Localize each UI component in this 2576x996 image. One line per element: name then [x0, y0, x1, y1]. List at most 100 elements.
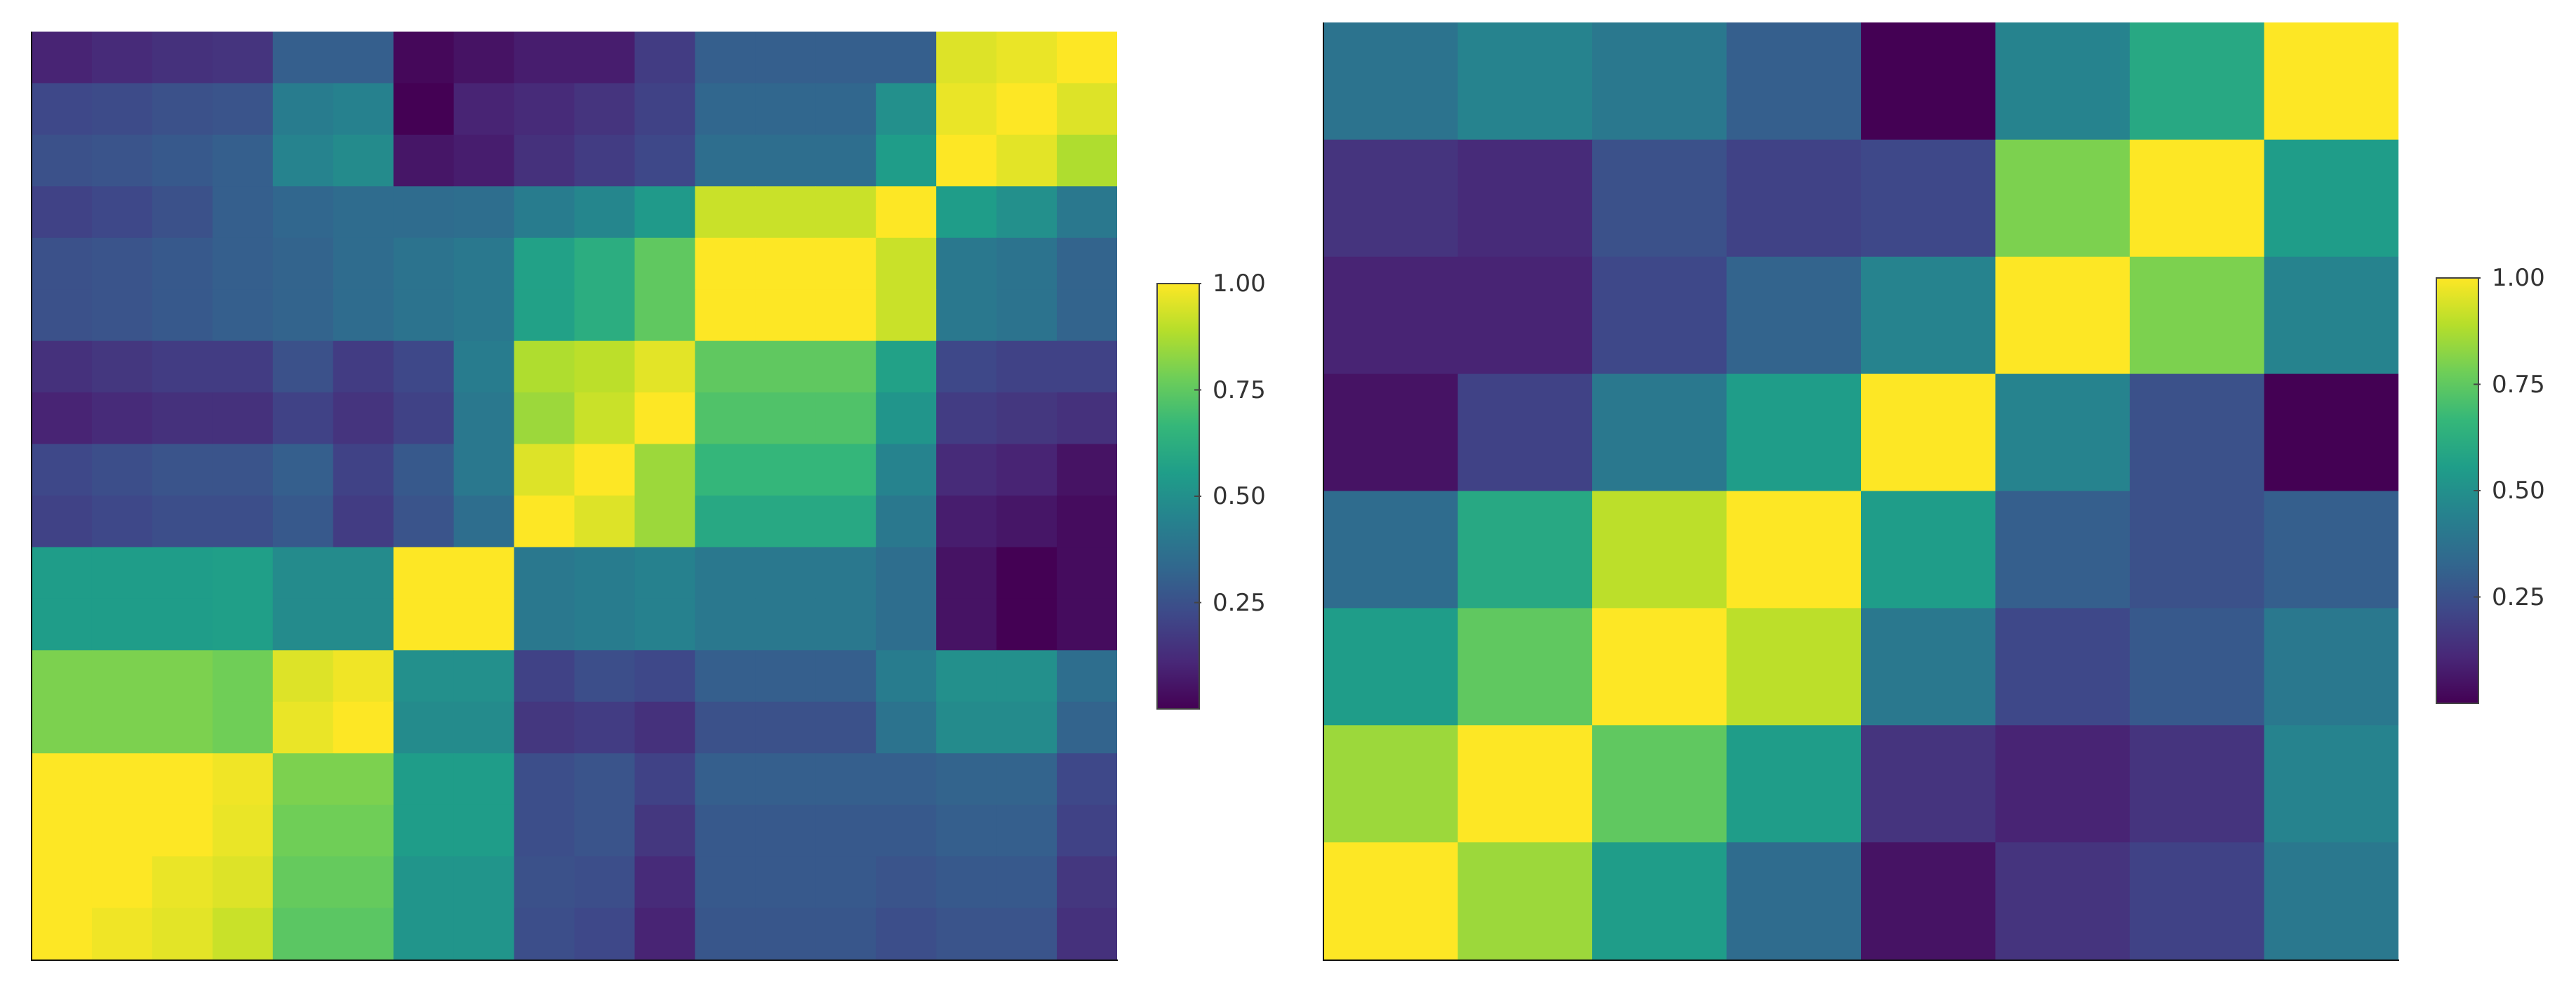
- heatmap-cell-r7-c12: [755, 392, 816, 445]
- heatmap-cell-r3-c5: [333, 186, 394, 239]
- heatmap-cell-r2-c14: [876, 134, 937, 187]
- heatmap-cell-r11-c13: [815, 598, 876, 651]
- heatmap-cell-r7-c11: [695, 392, 756, 445]
- heatmap-cell-r0-c13: [815, 32, 876, 84]
- heatmap-cell-r3-c6: [2130, 373, 2265, 492]
- heatmap-cell-r16-c17: [1057, 856, 1117, 909]
- heatmap-cell-r0-c6: [393, 32, 455, 84]
- heatmap-cell-r0-c14: [876, 32, 937, 84]
- heatmap-cell-r7-c5: [1995, 842, 2130, 960]
- heatmap-cell-r0-c7: [2264, 22, 2398, 140]
- heatmap-cell-r14-c0: [32, 753, 93, 806]
- heatmap-cell-r13-c13: [815, 701, 876, 754]
- heatmap-cell-r7-c15: [936, 392, 997, 445]
- heatmap-cell-r4-c1: [1457, 491, 1593, 609]
- heatmap-cell-r16-c2: [152, 856, 213, 909]
- heatmap-cell-r0-c8: [514, 32, 575, 84]
- heatmap-cell-r0-c10: [634, 32, 695, 84]
- colorbar-gradient: [2436, 277, 2479, 704]
- heatmap-cell-r12-c13: [815, 650, 876, 703]
- heatmap-cell-r9-c2: [152, 496, 213, 548]
- heatmap-cell-r5-c1: [91, 289, 153, 342]
- heatmap-cell-r1-c15: [936, 83, 997, 135]
- heatmap-cell-r10-c13: [815, 547, 876, 599]
- heatmap-cell-r2-c6: [2130, 256, 2265, 375]
- heatmap-cell-r14-c17: [1057, 753, 1117, 806]
- heatmap-cell-r12-c0: [32, 650, 93, 703]
- heatmap-cell-r16-c9: [574, 856, 636, 909]
- heatmap-cell-r1-c17: [1057, 83, 1117, 135]
- heatmap-cell-r13-c2: [152, 701, 213, 754]
- heatmap-cell-r8-c5: [333, 444, 394, 496]
- heatmap-cell-r1-c6: [2130, 139, 2265, 258]
- heatmap-cell-r4-c10: [634, 237, 695, 290]
- heatmap-cell-r4-c0: [32, 237, 93, 290]
- heatmap-cell-r5-c0: [32, 289, 93, 342]
- heatmap-cell-r4-c1: [91, 237, 153, 290]
- heatmap-cell-r1-c4: [1861, 139, 1996, 258]
- heatmap-cell-r14-c6: [393, 753, 455, 806]
- heatmap-cell-r4-c4: [272, 237, 334, 290]
- heatmap-cell-r0-c9: [574, 32, 636, 84]
- heatmap-cell-r4-c6: [2130, 491, 2265, 609]
- heatmap-cell-r6-c4: [1861, 725, 1996, 843]
- heatmap-cell-r15-c5: [333, 804, 394, 857]
- heatmap-cell-r3-c4: [1861, 373, 1996, 492]
- heatmap-cell-r12-c10: [634, 650, 695, 703]
- heatmap-cell-r3-c6: [393, 186, 455, 239]
- heatmap-cell-r15-c1: [91, 804, 153, 857]
- heatmap-cell-r6-c8: [514, 340, 575, 393]
- heatmap-cell-r8-c7: [453, 444, 515, 496]
- heatmap-cell-r4-c7: [2264, 491, 2398, 609]
- colorbar-right: [2436, 277, 2481, 704]
- heatmap-cell-r5-c2: [1592, 608, 1728, 726]
- heatmap-cell-r7-c6: [393, 392, 455, 445]
- heatmap-cell-r14-c16: [996, 753, 1057, 806]
- heatmap-cell-r1-c9: [574, 83, 636, 135]
- heatmap-cell-r6-c1: [1457, 725, 1593, 843]
- heatmap-cell-r16-c1: [91, 856, 153, 909]
- colorbar-left: [1156, 283, 1201, 710]
- heatmap-cell-r4-c16: [996, 237, 1057, 290]
- heatmap-cell-r5-c4: [1861, 608, 1996, 726]
- heatmap-cell-r3-c1: [1457, 373, 1593, 492]
- heatmap-cell-r4-c12: [755, 237, 816, 290]
- heatmap-cell-r1-c4: [272, 83, 334, 135]
- heatmap-cell-r9-c10: [634, 496, 695, 548]
- heatmap-cell-r4-c8: [514, 237, 575, 290]
- heatmap-cell-r8-c11: [695, 444, 756, 496]
- heatmap-cell-r10-c3: [212, 547, 274, 599]
- heatmap-cell-r5-c7: [453, 289, 515, 342]
- heatmap-cell-r10-c0: [32, 547, 93, 599]
- heatmap-cell-r11-c15: [936, 598, 997, 651]
- heatmap-cell-r1-c7: [453, 83, 515, 135]
- heatmap-cell-r2-c10: [634, 134, 695, 187]
- heatmap-cell-r8-c8: [514, 444, 575, 496]
- heatmap-cell-r5-c12: [755, 289, 816, 342]
- heatmap-cell-r8-c17: [1057, 444, 1117, 496]
- heatmap-cell-r8-c0: [32, 444, 93, 496]
- heatmap-cell-r10-c8: [514, 547, 575, 599]
- heatmap-cell-r5-c15: [936, 289, 997, 342]
- heatmap-cell-r5-c16: [996, 289, 1057, 342]
- heatmap-cell-r13-c16: [996, 701, 1057, 754]
- heatmap-cell-r9-c8: [514, 496, 575, 548]
- heatmap-cell-r16-c7: [453, 856, 515, 909]
- heatmap-cell-r13-c6: [393, 701, 455, 754]
- heatmap-cell-r5-c5: [1995, 608, 2130, 726]
- heatmap-cell-r4-c2: [152, 237, 213, 290]
- heatmap-cell-r12-c16: [996, 650, 1057, 703]
- heatmap-cell-r3-c7: [453, 186, 515, 239]
- heatmap-cell-r11-c4: [272, 598, 334, 651]
- heatmap-cell-r3-c13: [815, 186, 876, 239]
- heatmap-cell-r10-c5: [333, 547, 394, 599]
- heatmap-cell-r8-c4: [272, 444, 334, 496]
- colorbar-tick-label: 0.50: [2492, 477, 2545, 505]
- heatmap-cell-r0-c17: [1057, 32, 1117, 84]
- heatmap-cell-r2-c1: [91, 134, 153, 187]
- heatmap-cell-r9-c15: [936, 496, 997, 548]
- heatmap-cell-r1-c2: [152, 83, 213, 135]
- heatmap-cell-r17-c12: [755, 908, 816, 960]
- heatmap-cell-r15-c11: [695, 804, 756, 857]
- heatmap-cell-r0-c4: [1861, 22, 1996, 140]
